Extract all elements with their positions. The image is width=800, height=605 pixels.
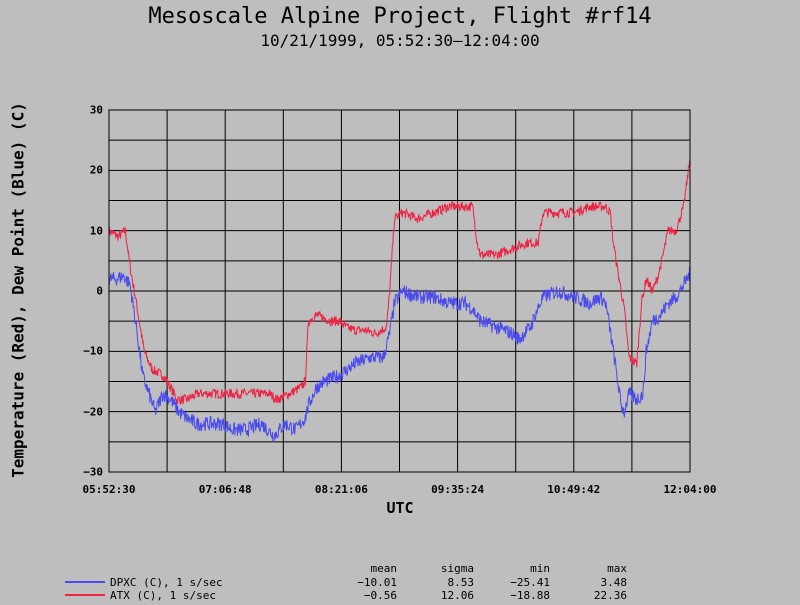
stat-min: −18.88 bbox=[510, 589, 550, 602]
stats-col-min: min bbox=[530, 562, 550, 575]
legend-swatch-temperature bbox=[65, 594, 105, 596]
series-line bbox=[108, 266, 691, 443]
stat-max: 22.36 bbox=[593, 589, 627, 602]
x-tick-label: 10:49:42 bbox=[547, 483, 601, 496]
y-tick-label: −30 bbox=[83, 465, 103, 479]
stat-sigma: 12.06 bbox=[440, 589, 474, 602]
stats-col-sigma: sigma bbox=[440, 562, 474, 575]
stat-max: 3.48 bbox=[600, 576, 628, 589]
chart-subtitle: 10/21/1999, 05:52:30–12:04:00 bbox=[260, 31, 540, 50]
x-tick-label: 09:35:24 bbox=[431, 483, 485, 496]
stat-mean: −0.56 bbox=[363, 589, 397, 602]
legend-label-temperature: ATX (C), 1 s/sec bbox=[110, 589, 216, 602]
plot-frame bbox=[108, 109, 691, 473]
x-axis-label: UTC bbox=[386, 499, 414, 517]
legend-swatch-dewpoint bbox=[65, 581, 105, 583]
x-tick-label: 07:06:48 bbox=[198, 483, 252, 496]
stats-col-mean: mean bbox=[370, 562, 398, 575]
chart-title: Mesoscale Alpine Project, Flight #rf14 bbox=[148, 4, 652, 29]
stat-min: −25.41 bbox=[510, 576, 550, 589]
x-tick-label: 12:04:00 bbox=[663, 483, 717, 496]
series-line bbox=[108, 158, 691, 406]
legend-row-dewpoint: DPXC (C), 1 s/sec −10.01 8.53 −25.41 3.4… bbox=[0, 576, 800, 589]
y-tick-label: −10 bbox=[83, 344, 103, 358]
y-tick-label: −20 bbox=[83, 405, 103, 419]
y-tick-label: 20 bbox=[89, 163, 103, 177]
y-axis-label: Temperature (Red), Dew Point (Blue) (C) bbox=[8, 102, 28, 478]
y-tick-label: 30 bbox=[89, 103, 103, 117]
stat-mean: −10.01 bbox=[357, 576, 397, 589]
x-tick-label: 08:21:06 bbox=[314, 483, 368, 496]
y-tick-label: 0 bbox=[96, 284, 103, 298]
chart-series-layer bbox=[108, 158, 691, 443]
y-tick-label: 10 bbox=[89, 224, 103, 238]
legend-label-dewpoint: DPXC (C), 1 s/sec bbox=[110, 576, 223, 589]
x-tick-label: 05:52:30 bbox=[82, 483, 136, 496]
stat-sigma: 8.53 bbox=[447, 576, 475, 589]
stats-col-max: max bbox=[607, 562, 627, 575]
legend-row-temperature: ATX (C), 1 s/sec −0.56 12.06 −18.88 22.3… bbox=[0, 589, 800, 602]
